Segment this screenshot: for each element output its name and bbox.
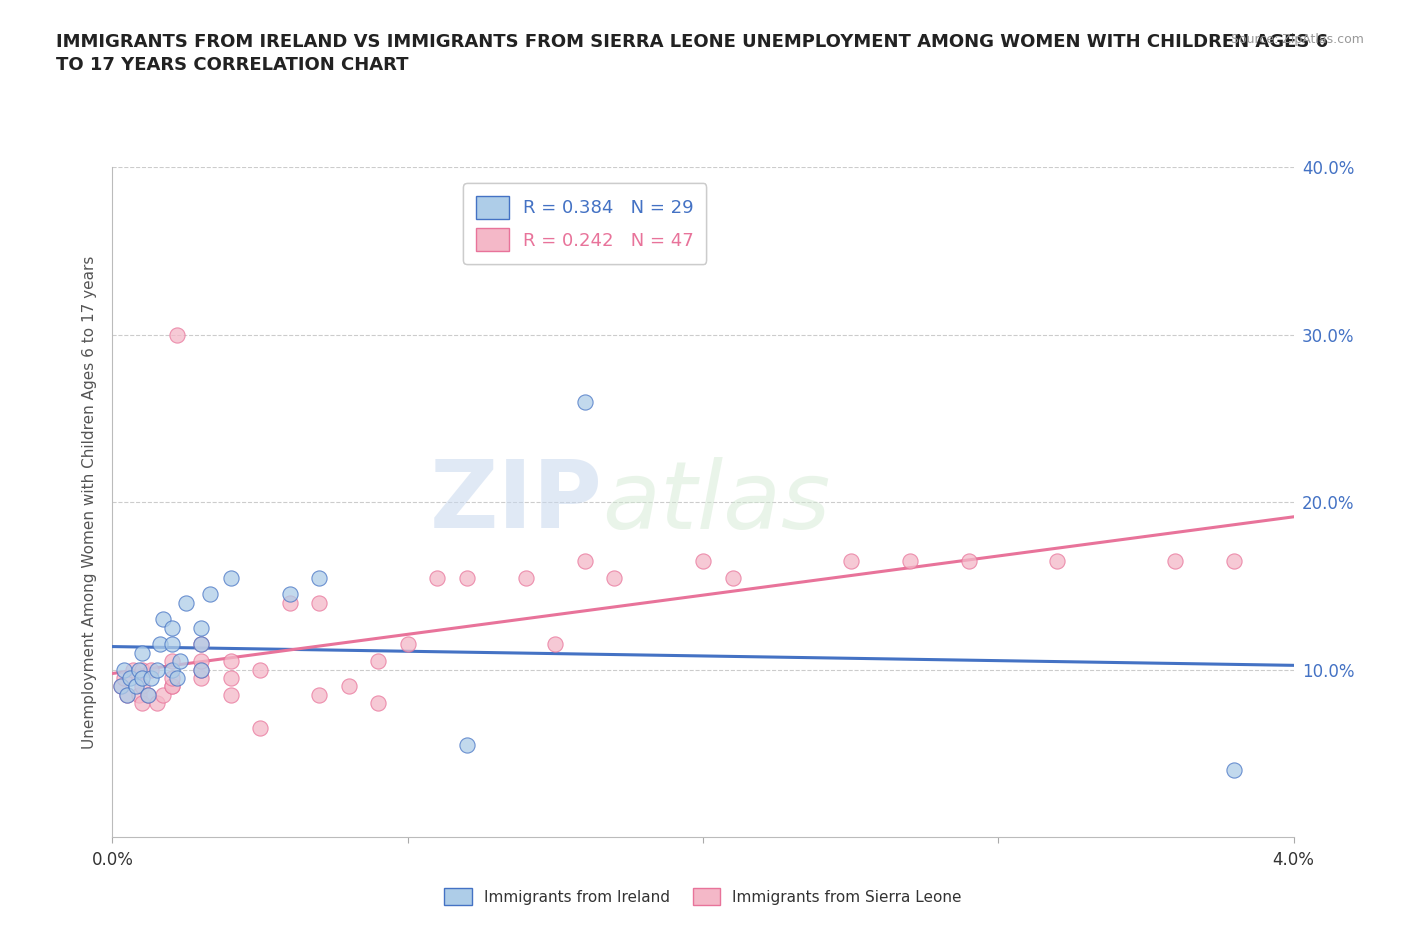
Point [146, 696, 169, 711]
Point [160, 662, 183, 677]
Point [198, 587, 221, 602]
Point [1164, 553, 1187, 568]
Point [1046, 553, 1069, 568]
Point [190, 662, 212, 677]
Point [692, 553, 714, 568]
Point [160, 637, 183, 652]
Point [125, 679, 148, 694]
Point [166, 327, 188, 342]
Point [174, 595, 197, 610]
Point [456, 737, 478, 752]
Point [190, 620, 212, 635]
Point [249, 662, 271, 677]
Point [574, 553, 596, 568]
Point [249, 721, 271, 736]
Y-axis label: Unemployment Among Women with Children Ages 6 to 17 years: Unemployment Among Women with Children A… [82, 256, 97, 749]
Point [110, 679, 132, 694]
Point [131, 645, 153, 660]
Point [219, 687, 242, 702]
Point [160, 679, 183, 694]
Point [152, 612, 174, 627]
Point [308, 595, 330, 610]
Point [308, 570, 330, 585]
Point [190, 637, 212, 652]
Point [190, 637, 212, 652]
Point [128, 687, 150, 702]
Point [149, 637, 172, 652]
Point [278, 595, 301, 610]
Point [139, 671, 162, 685]
Point [117, 687, 138, 702]
Text: atlas: atlas [603, 457, 831, 548]
Point [131, 662, 153, 677]
Point [574, 394, 596, 409]
Point [131, 679, 153, 694]
Point [337, 679, 360, 694]
Point [160, 679, 183, 694]
Point [160, 654, 183, 669]
Point [120, 671, 142, 685]
Legend: Immigrants from Ireland, Immigrants from Sierra Leone: Immigrants from Ireland, Immigrants from… [436, 880, 970, 913]
Point [456, 570, 478, 585]
Point [136, 687, 159, 702]
Point [308, 687, 330, 702]
Point [190, 662, 212, 677]
Point [190, 671, 212, 685]
Point [426, 570, 449, 585]
Point [131, 696, 153, 711]
Point [396, 637, 419, 652]
Point [957, 553, 980, 568]
Point [603, 570, 626, 585]
Point [1223, 553, 1246, 568]
Point [128, 662, 150, 677]
Point [1223, 763, 1246, 777]
Point [131, 671, 153, 685]
Text: ZIP: ZIP [430, 457, 603, 548]
Point [139, 662, 162, 677]
Point [169, 654, 191, 669]
Point [190, 654, 212, 669]
Point [367, 654, 389, 669]
Text: Source: ZipAtlas.com: Source: ZipAtlas.com [1230, 33, 1364, 46]
Point [110, 679, 132, 694]
Point [721, 570, 744, 585]
Point [166, 671, 188, 685]
Point [112, 671, 135, 685]
Point [160, 671, 183, 685]
Point [278, 587, 301, 602]
Point [160, 620, 183, 635]
Point [219, 671, 242, 685]
Point [544, 637, 567, 652]
Point [898, 553, 921, 568]
Point [515, 570, 537, 585]
Point [122, 662, 145, 677]
Text: IMMIGRANTS FROM IRELAND VS IMMIGRANTS FROM SIERRA LEONE UNEMPLOYMENT AMONG WOMEN: IMMIGRANTS FROM IRELAND VS IMMIGRANTS FR… [56, 33, 1329, 74]
Legend: R = 0.384   N = 29, R = 0.242   N = 47: R = 0.384 N = 29, R = 0.242 N = 47 [464, 183, 706, 264]
Point [152, 687, 174, 702]
Point [219, 654, 242, 669]
Point [112, 662, 135, 677]
Point [146, 662, 169, 677]
Point [367, 696, 389, 711]
Point [219, 570, 242, 585]
Point [117, 687, 138, 702]
Point [136, 687, 159, 702]
Point [839, 553, 862, 568]
